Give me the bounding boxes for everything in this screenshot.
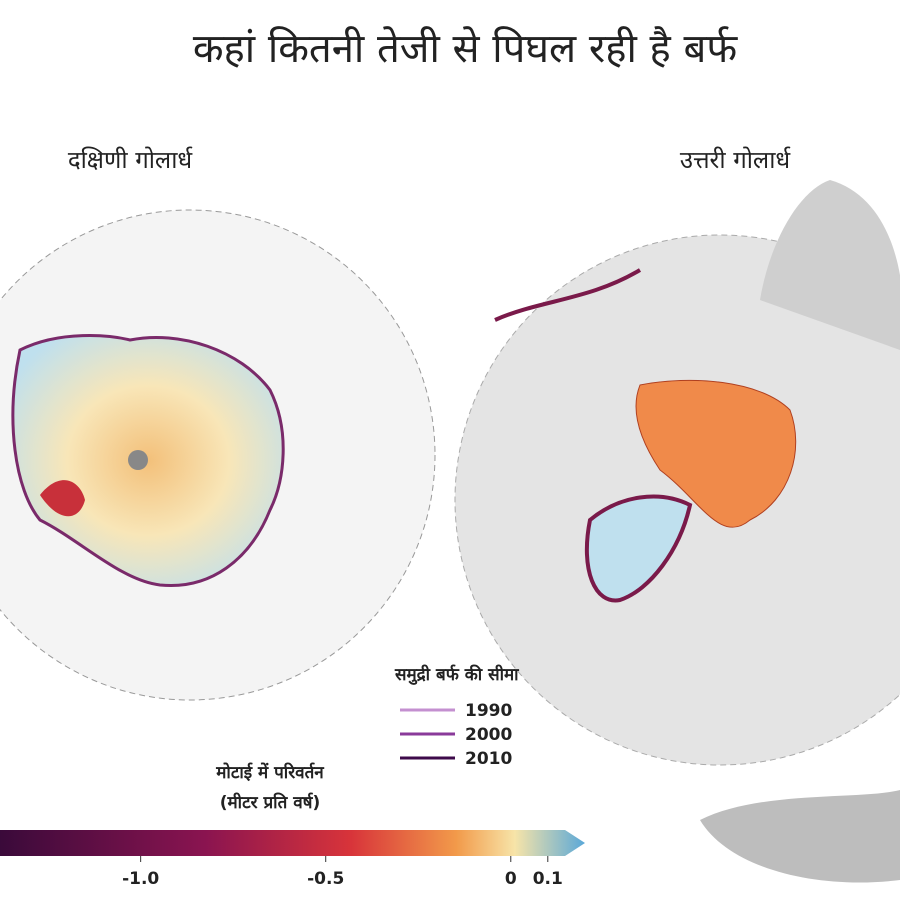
north-map: [454, 180, 900, 883]
legend-label: 2000: [465, 725, 512, 745]
map-label: उत्तरी गोलार्ध: [680, 146, 792, 174]
tick-label: 0: [505, 869, 517, 889]
sea-ice-legend: समुद्री बर्फ की सीमा 1990 2000 2010: [394, 664, 519, 769]
tick-label: -0.5: [307, 869, 344, 889]
title: कहां कितनी तेजी से पिघल रही है बर्फ: [193, 26, 739, 72]
legend-title: समुद्री बर्फ की सीमा: [394, 664, 519, 685]
map-label: दक्षिणी गोलार्ध: [68, 146, 194, 174]
tick-label: -1.0: [122, 869, 159, 889]
colorbar: -1.0 -0.5 0 0.1: [0, 830, 585, 889]
colorbar-title: मोटाई में परिवर्तन: [215, 762, 324, 783]
legend-label: 2010: [465, 749, 512, 769]
legend-label: 1990: [465, 701, 512, 721]
colorbar-unit: (मीटर प्रति वर्ष): [220, 792, 321, 813]
south-map: [0, 209, 436, 701]
tick-label: 0.1: [533, 869, 563, 889]
